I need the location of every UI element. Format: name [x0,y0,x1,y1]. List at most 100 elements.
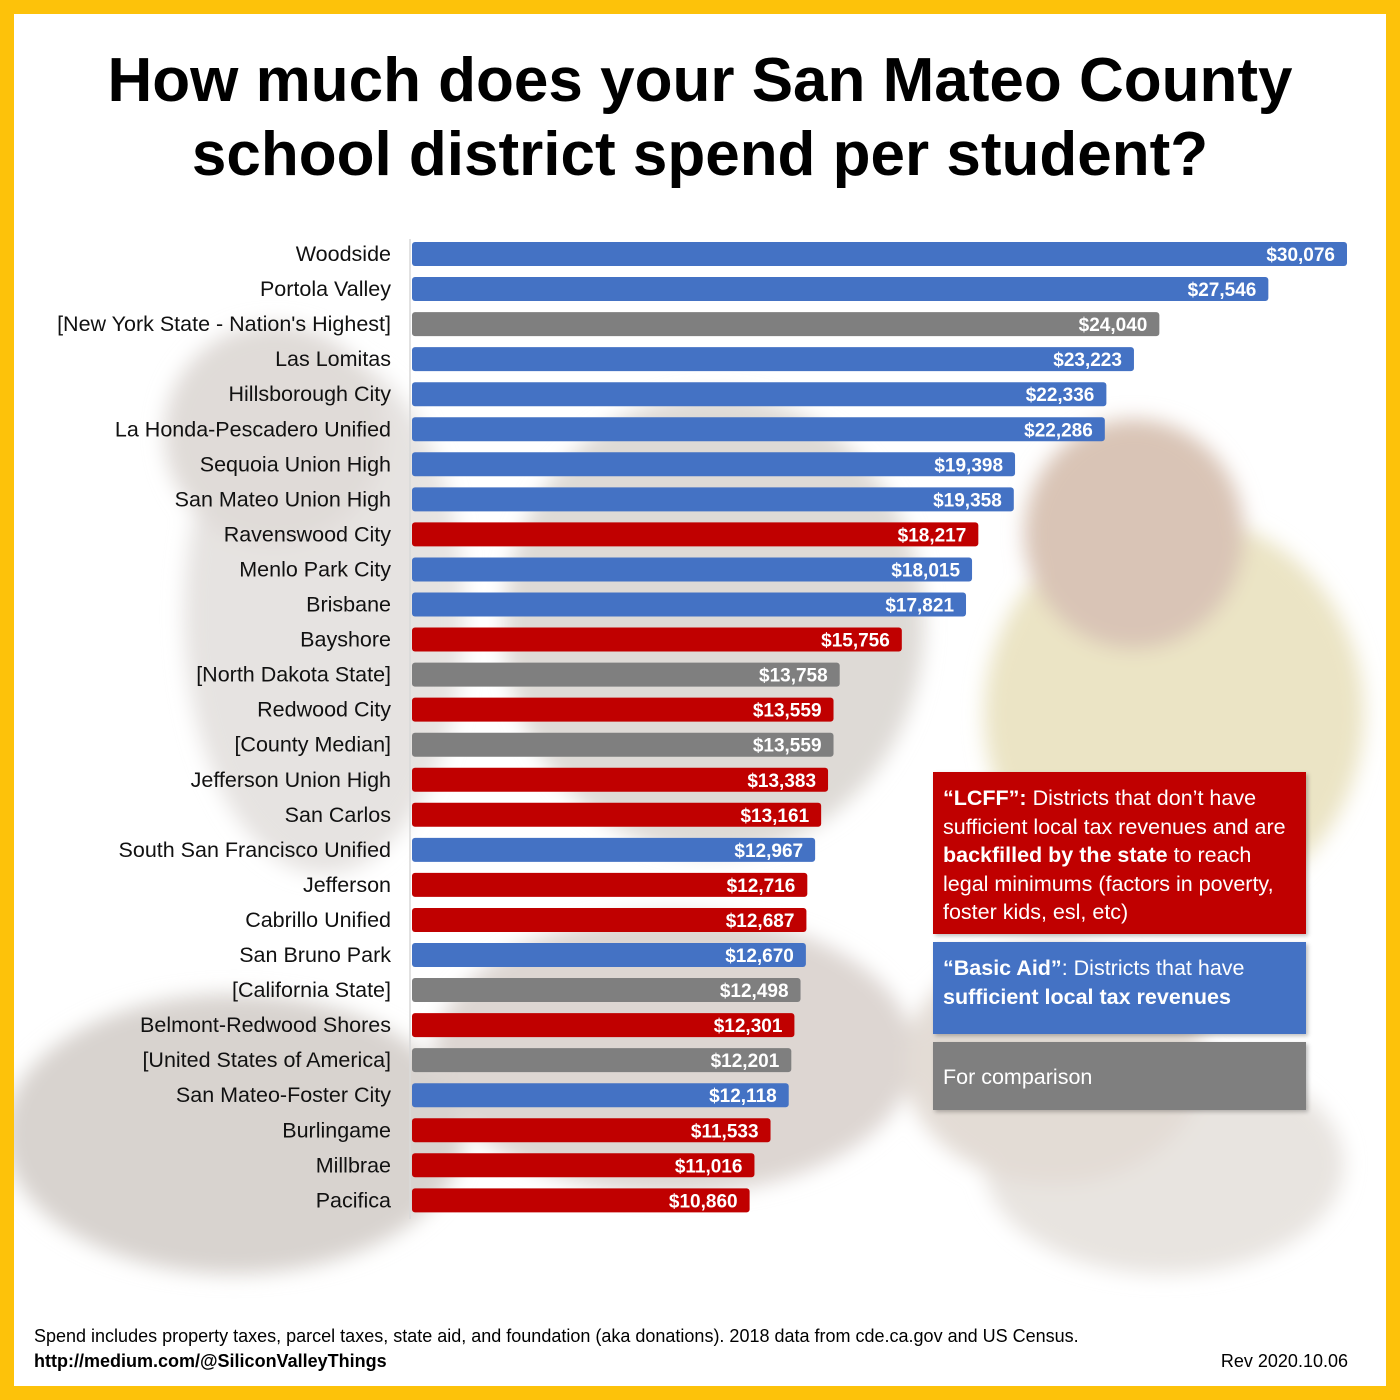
value-label-18: $12,716 [727,876,796,897]
value-label-19: $12,687 [726,911,795,932]
bar-16 [412,802,822,827]
value-label-21: $12,498 [720,981,789,1002]
bar-2 [412,312,1160,337]
bar-15 [412,767,829,792]
category-label-25: Burlingame [282,1118,391,1142]
category-label-26: Millbrae [316,1153,391,1177]
category-label-20: San Bruno Park [239,943,391,967]
value-label-15: $13,383 [747,771,816,792]
value-label-24: $12,118 [709,1086,777,1107]
category-label-9: Menlo Park City [239,557,391,581]
category-label-17: South San Francisco Unified [119,838,391,862]
category-label-27: Pacifica [316,1188,391,1212]
bar-13 [412,697,834,722]
category-label-5: La Honda-Pescadero Unified [115,417,391,441]
bar-8 [412,522,979,547]
bar-3 [412,347,1134,372]
value-label-5: $22,286 [1024,420,1093,441]
legend-lcff-term: “LCFF”: [943,786,1027,810]
bar-22 [412,1013,795,1038]
legend-comparison-text: For comparison [943,1065,1093,1089]
category-label-21: [California State] [232,978,391,1002]
category-label-19: Cabrillo Unified [245,908,391,932]
bar-20 [412,943,806,967]
value-label-11: $15,756 [821,631,890,652]
footnote: Spend includes property taxes, parcel ta… [34,1326,1079,1346]
value-label-20: $12,670 [725,946,794,967]
value-label-27: $10,860 [669,1191,738,1212]
category-label-23: [United States of America] [142,1048,391,1072]
value-label-12: $13,758 [759,666,828,687]
bar-23 [412,1048,792,1073]
category-label-0: Woodside [296,242,391,266]
bar-0 [412,242,1347,266]
page-title: How much does your San Mateo County scho… [14,44,1386,192]
value-label-22: $12,301 [714,1016,783,1037]
category-label-11: Bayshore [300,628,391,652]
bar-17 [412,837,816,862]
category-label-14: [County Median] [234,733,391,757]
value-label-1: $27,546 [1188,280,1257,301]
bar-chart: Woodside $30,076 Portola Valley $27,546 [New… [57,239,1347,1219]
category-label-2: [New York State - Nation's Highest] [57,312,391,336]
bar-24 [412,1083,789,1108]
bar-11 [412,627,902,652]
category-label-13: Redwood City [257,698,391,722]
value-label-26: $11,016 [675,1156,743,1177]
category-label-7: San Mateo Union High [175,487,391,511]
infographic-frame: How much does your San Mateo County scho… [14,14,1386,1386]
bar-25 [412,1118,771,1143]
source-link[interactable]: http://medium.com/@SiliconValleyThings [34,1351,387,1371]
value-label-0: $30,076 [1266,245,1335,266]
value-label-9: $18,015 [891,560,960,581]
bar-7 [412,487,1014,512]
legend-lcff: “LCFF”: Districts that don’t have suffic… [933,772,1306,934]
bar-19 [412,907,807,932]
legend-comparison: For comparison [933,1042,1306,1110]
value-label-4: $22,336 [1026,385,1095,406]
legend-lcff-emphasis: backfilled by the state [943,843,1168,867]
value-label-25: $11,533 [691,1121,759,1142]
value-label-17: $12,967 [734,841,803,862]
legend-basic-aid: “Basic Aid”: Districts that have suffici… [933,942,1306,1034]
category-label-1: Portola Valley [260,277,391,301]
value-label-7: $19,358 [933,490,1002,511]
category-label-18: Jefferson [303,873,391,897]
bar-26 [412,1153,755,1178]
category-label-16: San Carlos [285,803,391,827]
category-label-24: San Mateo-Foster City [176,1083,391,1107]
bars-layer: Woodside $30,076 Portola Valley $27,546 [New… [57,242,1347,1213]
value-label-23: $12,201 [711,1051,780,1072]
revision-label: Rev 2020.10.06 [1220,1351,1348,1371]
value-label-3: $23,223 [1053,350,1122,371]
bar-6 [412,452,1016,477]
bar-5 [412,417,1105,442]
category-label-6: Sequoia Union High [200,452,391,476]
value-label-2: $24,040 [1079,315,1148,336]
bar-27 [412,1188,750,1213]
bar-21 [412,978,801,1003]
value-label-13: $13,559 [753,701,822,722]
category-label-12: [North Dakota State] [196,663,391,687]
bar-9 [412,557,973,582]
category-label-3: Las Lomitas [275,347,391,371]
value-label-8: $18,217 [898,525,967,546]
legend-basic-aid-text: : Districts that have [1061,956,1245,980]
bar-1 [412,277,1269,302]
legend-lcff-text-1: Districts that don’t have sufficient loc… [943,786,1286,839]
category-label-10: Brisbane [306,593,391,617]
bar-14 [412,732,834,757]
category-label-22: Belmont-Redwood Shores [140,1013,391,1037]
bar-10 [412,592,967,617]
title-line-2: school district spend per student? [191,120,1209,189]
value-label-14: $13,559 [753,736,822,757]
title-line-1: How much does your San Mateo County [107,46,1293,115]
bar-4 [412,382,1107,407]
category-label-15: Jefferson Union High [191,768,391,792]
bar-18 [412,872,808,897]
legend-basic-aid-term: “Basic Aid” [943,956,1062,980]
value-label-6: $19,398 [934,455,1003,476]
value-label-10: $17,821 [885,596,954,617]
category-label-8: Ravenswood City [224,522,392,546]
legend-basic-aid-emphasis: sufficient local tax revenues [943,984,1231,1009]
